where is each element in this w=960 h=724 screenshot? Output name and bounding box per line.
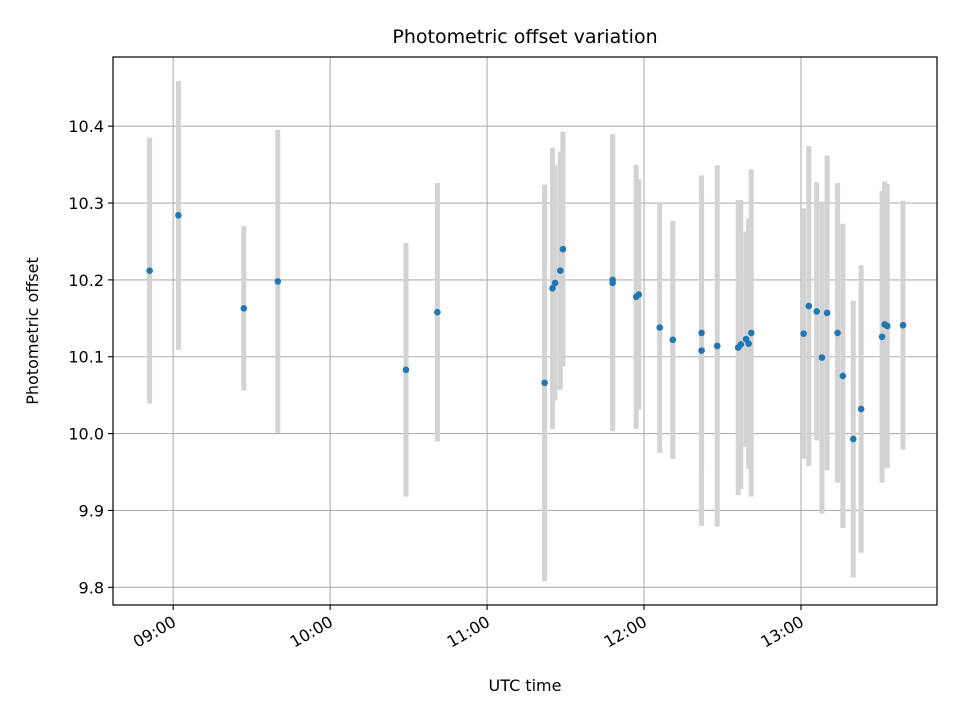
data-point: [883, 322, 891, 330]
data-point: [175, 212, 182, 219]
data-point: [656, 324, 664, 331]
data-point: [402, 366, 410, 374]
y-axis-label: Photometric offset: [23, 257, 42, 405]
data-points: [146, 212, 907, 443]
data-point: [559, 245, 567, 253]
chart-title: Photometric offset variation: [392, 26, 657, 48]
data-point: [805, 302, 813, 310]
plot-frame: [112, 56, 938, 606]
data-point: [839, 372, 847, 380]
y-tick-label: 10.2: [68, 271, 104, 290]
data-point: [818, 354, 826, 361]
data-point: [698, 347, 705, 354]
y-tick-label: 10.4: [68, 117, 104, 136]
data-point: [434, 308, 441, 316]
data-point: [857, 405, 865, 413]
data-point: [541, 379, 548, 387]
data-point: [823, 309, 831, 317]
data-point: [745, 340, 752, 347]
grid: [113, 57, 937, 605]
data-point: [609, 276, 616, 284]
data-point: [878, 333, 886, 341]
data-point: [737, 341, 745, 348]
data-point: [834, 329, 841, 337]
data-point: [146, 267, 153, 274]
y-tick-label: 9.8: [79, 578, 104, 597]
data-point: [747, 329, 755, 337]
data-point: [557, 267, 564, 274]
y-tick-label: 10.1: [68, 348, 104, 367]
data-point: [669, 336, 677, 344]
data-point: [635, 291, 643, 298]
data-point: [800, 330, 807, 337]
data-point: [240, 305, 248, 312]
y-tick-label: 10.0: [68, 425, 104, 444]
data-point: [899, 321, 907, 329]
data-point: [549, 285, 556, 292]
plot-area: [113, 57, 937, 605]
data-point: [698, 329, 705, 337]
data-point: [713, 342, 721, 350]
data-point: [274, 278, 282, 285]
y-axis-ticks: 9.8 9.9 10.0 10.1 10.2 10.3 10.4: [68, 117, 113, 597]
data-point: [849, 435, 857, 443]
y-tick-label: 10.3: [68, 194, 104, 213]
y-tick-label: 9.9: [79, 501, 104, 520]
x-axis-label: UTC time: [489, 676, 562, 695]
data-point: [813, 308, 820, 315]
data-point: [551, 279, 559, 287]
